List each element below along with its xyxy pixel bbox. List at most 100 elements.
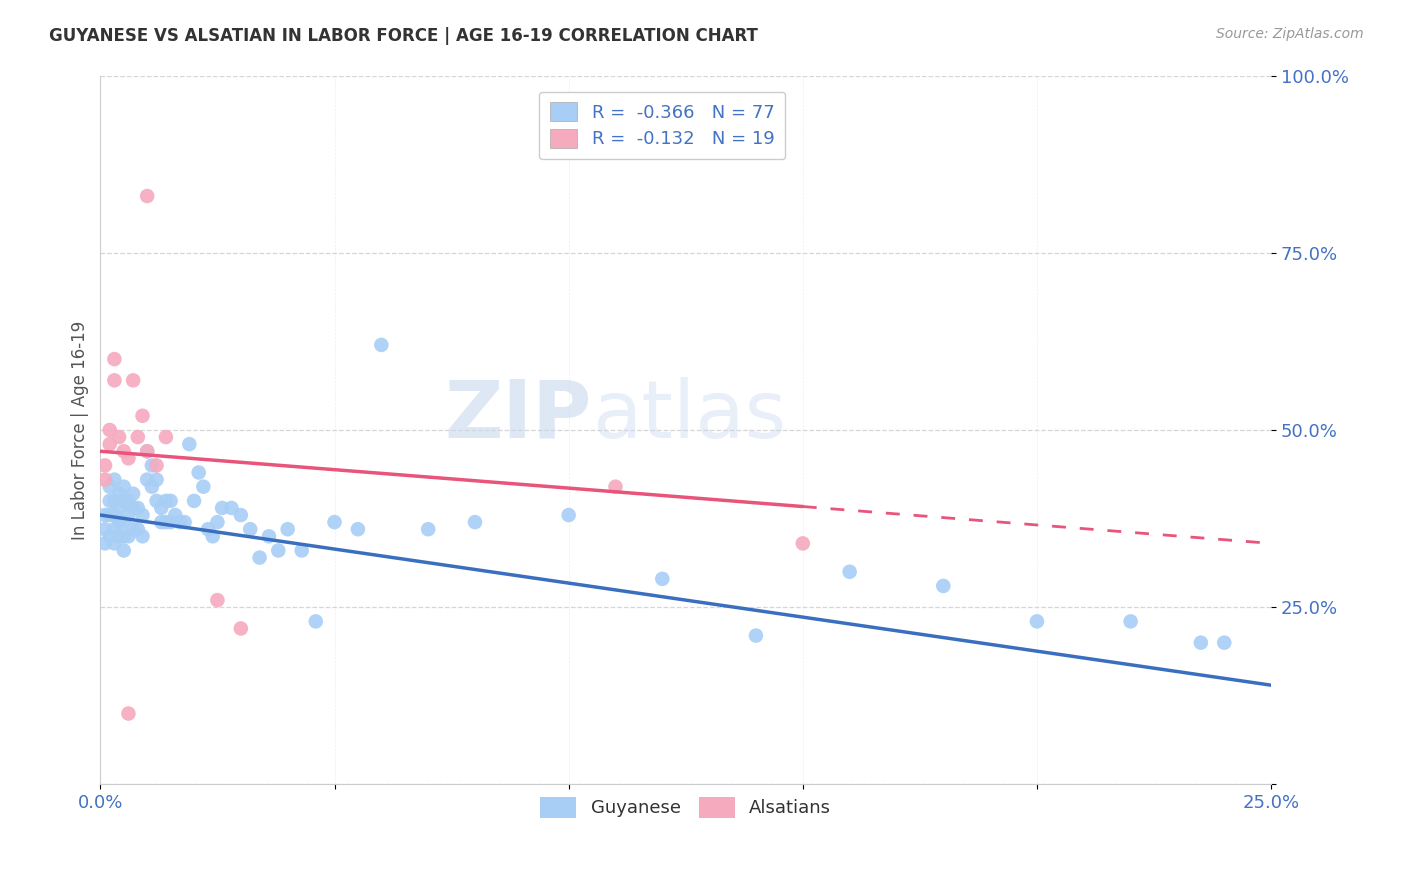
Point — [838, 565, 860, 579]
Point — [103, 508, 125, 522]
Point — [165, 508, 187, 522]
Point — [127, 500, 149, 515]
Point — [98, 480, 121, 494]
Point — [155, 494, 177, 508]
Point — [1213, 635, 1236, 649]
Point — [98, 508, 121, 522]
Y-axis label: In Labor Force | Age 16-19: In Labor Force | Age 16-19 — [72, 320, 89, 540]
Point — [136, 444, 159, 458]
Point — [370, 338, 392, 352]
Point — [117, 706, 139, 721]
Point — [249, 550, 271, 565]
Point — [207, 593, 229, 607]
Point — [103, 373, 125, 387]
Point — [108, 487, 131, 501]
Point — [141, 458, 163, 473]
Point — [323, 515, 346, 529]
Point — [117, 494, 139, 508]
Point — [418, 522, 440, 536]
Point — [94, 522, 117, 536]
Point — [557, 508, 579, 522]
Point — [745, 629, 768, 643]
Point — [112, 494, 135, 508]
Point — [108, 515, 131, 529]
Point — [98, 423, 121, 437]
Point — [112, 480, 135, 494]
Point — [98, 529, 121, 543]
Point — [305, 615, 328, 629]
Point — [1119, 615, 1142, 629]
Point — [347, 522, 370, 536]
Point — [112, 515, 135, 529]
Point — [145, 458, 167, 473]
Point — [117, 508, 139, 522]
Point — [257, 529, 280, 543]
Point — [201, 529, 224, 543]
Point — [221, 500, 243, 515]
Point — [605, 480, 627, 494]
Point — [229, 508, 252, 522]
Point — [187, 466, 209, 480]
Point — [197, 522, 219, 536]
Point — [112, 529, 135, 543]
Point — [150, 500, 173, 515]
Point — [464, 515, 486, 529]
Point — [792, 536, 814, 550]
Point — [103, 473, 125, 487]
Point — [103, 522, 125, 536]
Point — [150, 515, 173, 529]
Point — [131, 529, 153, 543]
Point — [108, 430, 131, 444]
Point — [127, 522, 149, 536]
Point — [103, 352, 125, 367]
Point — [1026, 615, 1049, 629]
Point — [145, 473, 167, 487]
Point — [117, 529, 139, 543]
Point — [169, 515, 191, 529]
Point — [193, 480, 215, 494]
Point — [651, 572, 673, 586]
Point — [277, 522, 299, 536]
Point — [155, 430, 177, 444]
Point — [94, 536, 117, 550]
Point — [145, 494, 167, 508]
Point — [136, 189, 159, 203]
Point — [1189, 635, 1212, 649]
Text: Source: ZipAtlas.com: Source: ZipAtlas.com — [1216, 27, 1364, 41]
Point — [122, 487, 145, 501]
Point — [136, 473, 159, 487]
Text: ZIP: ZIP — [444, 376, 592, 455]
Point — [131, 409, 153, 423]
Point — [94, 508, 117, 522]
Point — [141, 480, 163, 494]
Point — [179, 437, 201, 451]
Point — [291, 543, 314, 558]
Point — [94, 473, 117, 487]
Point — [207, 515, 229, 529]
Point — [136, 444, 159, 458]
Point — [211, 500, 233, 515]
Text: atlas: atlas — [592, 376, 786, 455]
Point — [183, 494, 205, 508]
Point — [103, 494, 125, 508]
Point — [122, 522, 145, 536]
Point — [131, 508, 153, 522]
Point — [127, 430, 149, 444]
Point — [112, 444, 135, 458]
Point — [103, 536, 125, 550]
Point — [98, 437, 121, 451]
Point — [108, 529, 131, 543]
Point — [267, 543, 290, 558]
Point — [229, 622, 252, 636]
Point — [112, 543, 135, 558]
Point — [932, 579, 955, 593]
Point — [122, 373, 145, 387]
Point — [173, 515, 195, 529]
Text: GUYANESE VS ALSATIAN IN LABOR FORCE | AGE 16-19 CORRELATION CHART: GUYANESE VS ALSATIAN IN LABOR FORCE | AG… — [49, 27, 758, 45]
Legend: Guyanese, Alsatians: Guyanese, Alsatians — [533, 789, 838, 825]
Point — [155, 515, 177, 529]
Point — [159, 494, 181, 508]
Point — [94, 458, 117, 473]
Point — [108, 500, 131, 515]
Point — [98, 494, 121, 508]
